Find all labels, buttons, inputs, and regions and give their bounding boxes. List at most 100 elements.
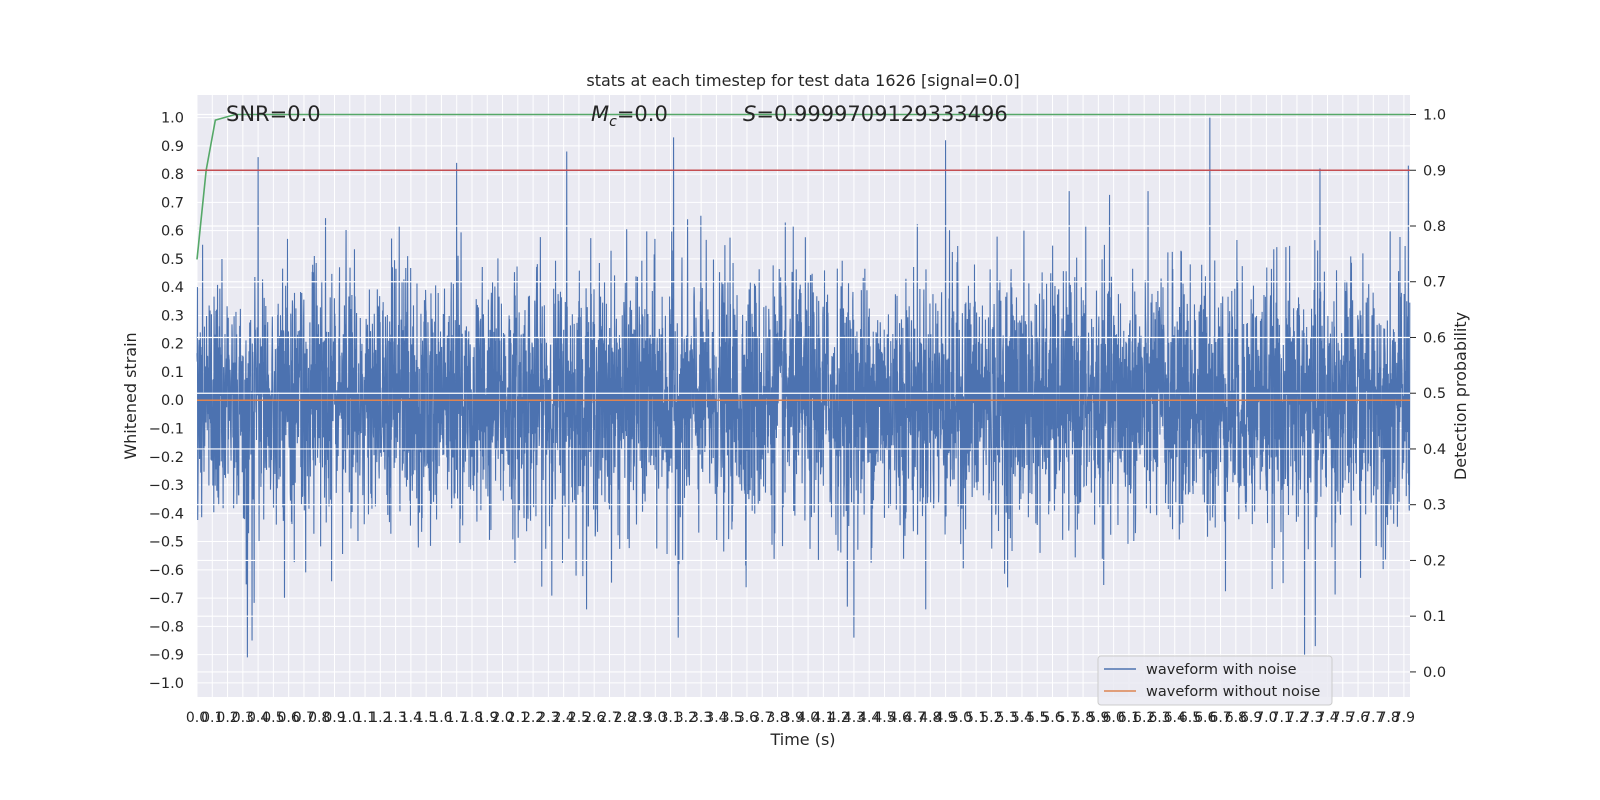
x-tick-label: 2.3 [537,710,559,726]
x-tick-label: 2.6 [583,710,605,726]
x-tick-label: 1.8 [461,710,483,726]
y-tick-label-left: 0.0 [161,393,184,409]
y-tick-label-left: −0.4 [149,506,184,522]
x-tick-label: 5.8 [1072,710,1094,726]
y-tick-label-right: 0.0 [1423,665,1446,681]
x-tick-label: 5.4 [1011,710,1033,726]
x-tick-label: 1.1 [354,710,376,726]
x-tick-label: 3.2 [675,710,697,726]
score-annotation: S=0.9999709129333496 [743,102,1008,126]
x-tick-label: 3.7 [751,710,773,726]
snr-annotation: SNR=0.0 [226,102,321,126]
y-tick-label-right: 0.8 [1423,219,1446,235]
x-tick-label: 6.5 [1179,710,1201,726]
x-tick-label: 5.3 [996,710,1018,726]
x-tick-label: 4.3 [843,710,865,726]
x-tick-label: 7.9 [1393,710,1415,726]
x-tick-label: 3.1 [659,710,681,726]
x-tick-label: 3.4 [705,710,727,726]
y-tick-label-left: −0.8 [149,619,184,635]
y-tick-label-left: −1.0 [149,676,184,692]
legend: waveform with noise waveform without noi… [1097,655,1333,706]
x-tick-label: 2.7 [598,710,620,726]
series-waveform-with-noise [196,117,1411,658]
mc-annotation: Mc=0.0 [591,102,668,130]
x-tick-label: 7.7 [1362,710,1384,726]
x-tick-label: 6.3 [1148,710,1170,726]
y-tick-label-right: 0.7 [1423,275,1446,291]
y-tick-label-left: 1.0 [161,111,184,127]
x-tick-label: 6.0 [1102,710,1124,726]
y-axis-label-right: Detection probability [1451,312,1470,480]
y-tick-label-left: 0.5 [161,252,184,268]
x-tick-label: 3.9 [782,710,804,726]
y-tick-label-left: 0.6 [161,224,184,240]
y-tick-label-left: 0.8 [161,167,184,183]
x-tick-label: 1.6 [430,710,452,726]
y-axis-label-left: Whitened strain [121,332,140,459]
series-detection-probability [196,113,1410,260]
x-tick-label: 4.9 [934,710,956,726]
x-tick-label: 4.2 [828,710,850,726]
y-tick-label-left: −0.3 [149,478,184,494]
x-tick-label: 2.2 [522,710,544,726]
y-tick-label-right: 0.9 [1423,163,1446,179]
x-tick-label: 0.4 [247,710,269,726]
x-tick-label: 7.1 [1271,710,1293,726]
x-tick-label: 7.5 [1332,710,1354,726]
x-tick-label: 4.6 [889,710,911,726]
x-tick-label: 0.6 [278,710,300,726]
y-tick-label-left: 0.4 [161,280,184,296]
legend-label-clean: waveform without noise [1146,684,1320,700]
x-tick-label: 6.9 [1240,710,1262,726]
x-tick-label: 6.4 [1164,710,1186,726]
x-tick-label: 3.3 [690,710,712,726]
y-tick-label-left: −0.1 [149,422,184,438]
x-tick-label: 3.0 [644,710,666,726]
x-tick-label: 0.5 [262,710,284,726]
y-tick-label-left: −0.9 [149,648,184,664]
x-tick-label: 5.2 [980,710,1002,726]
y-tick-label-right: 0.4 [1423,442,1446,458]
x-tick-label: 0.3 [232,710,254,726]
y-tick-label-right: 0.3 [1423,498,1446,514]
x-tick-label: 5.5 [1026,710,1048,726]
y-tick-label-left: −0.7 [149,591,184,607]
x-axis-label: Time (s) [769,730,835,749]
x-tick-label: 3.8 [766,710,788,726]
x-tick-label: 7.6 [1347,710,1369,726]
x-tick-label: 7.0 [1255,710,1277,726]
x-tick-label: 5.1 [965,710,987,726]
x-tick-label: 5.0 [950,710,972,726]
y-tick-label-left: −0.5 [149,535,184,551]
x-tick-label: 0.9 [323,710,345,726]
y-tick-label-left: 0.7 [161,195,184,211]
x-tick-label: 1.5 [415,710,437,726]
x-tick-label: 7.2 [1286,710,1308,726]
y-tick-label-left: −0.6 [149,563,184,579]
y-tick-label-left: −0.2 [149,450,184,466]
chart-title: stats at each timestep for test data 162… [586,71,1019,90]
x-tick-label: 5.9 [1087,710,1109,726]
legend-label-noise: waveform with noise [1146,662,1297,678]
y-tick-label-right: 0.2 [1423,553,1446,569]
x-tick-label: 3.6 [736,710,758,726]
x-tick-label: 1.3 [384,710,406,726]
x-tick-label: 2.8 [614,710,636,726]
y-tick-label-right: 1.0 [1423,108,1446,124]
x-tick-label: 1.4 [400,710,422,726]
x-tick-label: 0.7 [293,710,315,726]
x-tick-label: 6.6 [1194,710,1216,726]
x-tick-label: 2.4 [553,710,575,726]
y-tick-label-left: 0.1 [161,365,184,381]
x-tick-label: 7.3 [1301,710,1323,726]
x-tick-label: 3.5 [721,710,743,726]
x-tick-label: 6.2 [1133,710,1155,726]
y-tick-label-right: 0.1 [1423,609,1446,625]
x-tick-label: 4.0 [797,710,819,726]
y-tick-label-left: 0.2 [161,337,184,353]
x-tick-label: 4.4 [858,710,880,726]
axis-ticks: 0.00.10.20.30.40.50.60.70.80.91.01.11.21… [149,108,1446,726]
x-tick-label: 2.0 [491,710,513,726]
